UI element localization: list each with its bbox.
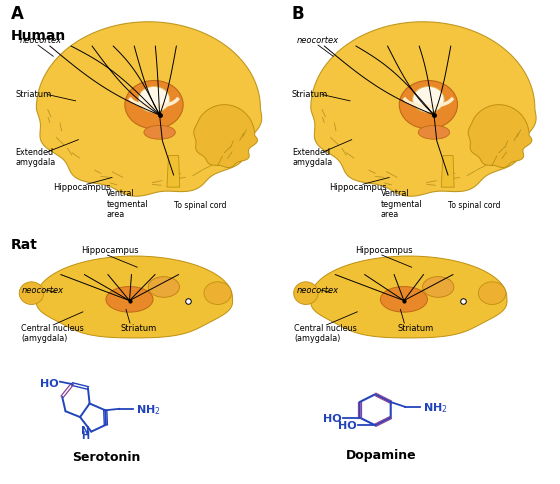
Text: N: N <box>81 424 90 435</box>
Ellipse shape <box>144 126 175 140</box>
Polygon shape <box>36 23 262 197</box>
Text: neocortex: neocortex <box>20 36 62 45</box>
Text: Hippocampus: Hippocampus <box>81 245 139 254</box>
Text: Central nucleus
(amygdala): Central nucleus (amygdala) <box>294 323 357 343</box>
Text: Striatum: Striatum <box>120 323 157 333</box>
Text: Ventral
tegmental
area: Ventral tegmental area <box>106 189 148 218</box>
Ellipse shape <box>399 81 458 130</box>
Text: Striatum: Striatum <box>16 90 52 99</box>
Text: Central nucleus
(amygdala): Central nucleus (amygdala) <box>21 323 84 343</box>
Polygon shape <box>311 257 507 338</box>
Text: neocortex: neocortex <box>297 286 339 295</box>
Text: Rat: Rat <box>11 237 38 251</box>
Text: NH$_2$: NH$_2$ <box>423 400 447 414</box>
Text: Striatum: Striatum <box>398 323 434 333</box>
Text: A: A <box>11 5 24 23</box>
Ellipse shape <box>204 282 231 305</box>
Polygon shape <box>441 156 454 188</box>
Text: Extended
amygdala: Extended amygdala <box>16 148 56 167</box>
Polygon shape <box>468 106 532 168</box>
Text: Extended
amygdala: Extended amygdala <box>292 148 333 167</box>
Ellipse shape <box>413 88 444 113</box>
Text: Striatum: Striatum <box>291 90 328 99</box>
Text: HO: HO <box>323 413 341 423</box>
Text: neocortex: neocortex <box>297 36 339 45</box>
Ellipse shape <box>19 282 44 305</box>
Text: H: H <box>82 430 90 440</box>
Text: Dopamine: Dopamine <box>346 448 416 461</box>
Text: Hippocampus: Hippocampus <box>356 245 413 254</box>
Text: neocortex: neocortex <box>21 286 63 295</box>
Text: To spinal cord: To spinal cord <box>448 201 501 210</box>
Text: HO: HO <box>40 378 58 388</box>
Ellipse shape <box>148 277 179 298</box>
Text: Hippocampus: Hippocampus <box>53 183 111 192</box>
Ellipse shape <box>418 126 450 140</box>
Text: B: B <box>291 5 304 23</box>
Ellipse shape <box>293 282 318 305</box>
Text: HO: HO <box>338 421 357 430</box>
Polygon shape <box>36 257 232 338</box>
Text: Human: Human <box>11 29 67 43</box>
Ellipse shape <box>380 287 427 313</box>
Ellipse shape <box>125 81 183 130</box>
Polygon shape <box>167 156 180 188</box>
Ellipse shape <box>138 88 170 113</box>
Polygon shape <box>194 106 258 168</box>
Text: To spinal cord: To spinal cord <box>174 201 226 210</box>
Text: Ventral
tegmental
area: Ventral tegmental area <box>381 189 422 218</box>
Text: Hippocampus: Hippocampus <box>329 183 387 192</box>
Ellipse shape <box>106 287 153 313</box>
Ellipse shape <box>422 277 454 298</box>
Polygon shape <box>311 23 536 197</box>
Text: NH$_2$: NH$_2$ <box>136 402 161 416</box>
Ellipse shape <box>478 282 506 305</box>
Text: Serotonin: Serotonin <box>72 450 141 463</box>
